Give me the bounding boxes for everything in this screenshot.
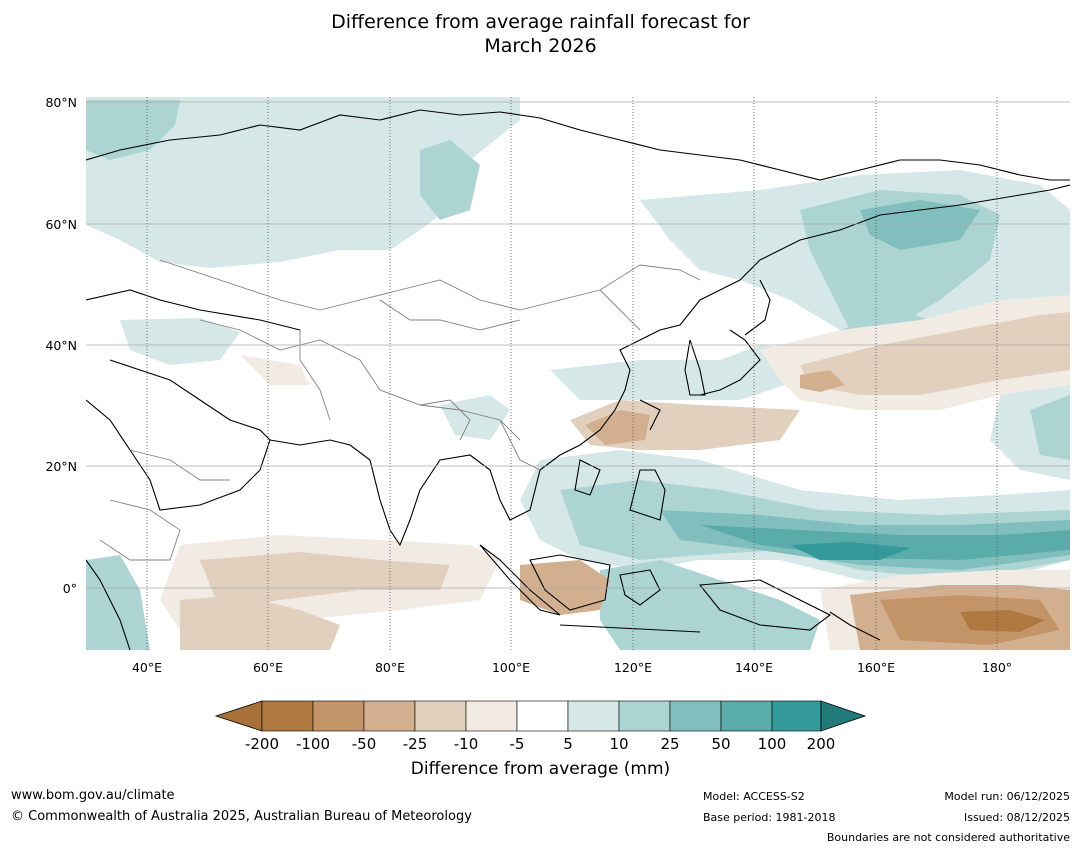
coastlines — [86, 109, 1070, 650]
lon-label: 40°E — [132, 660, 162, 675]
issued-date: Issued: 08/12/2025 — [963, 811, 1070, 824]
colorbar-segment — [261, 700, 314, 732]
model-name: Model: ACCESS-S2 — [703, 790, 805, 803]
graticule — [86, 97, 1070, 650]
lat-label: 60°N — [45, 217, 77, 232]
lon-label: 100°E — [492, 660, 530, 675]
colorbar-arrow-right — [820, 700, 867, 732]
dry-region-east-china-sea-strong — [585, 410, 650, 445]
wet-region-maritime-continent — [600, 560, 820, 650]
colorbar: -200 -100 -50 -25 -10 -5 5 10 25 50 100 … — [214, 700, 867, 753]
colorbar-segment — [669, 700, 722, 732]
lon-label: 180° — [982, 660, 1012, 675]
lon-label: 60°E — [253, 660, 283, 675]
colorbar-tick-label: -50 — [352, 735, 377, 753]
colorbar-tick-label: -100 — [296, 735, 330, 753]
wet-region-west-pacific-core — [790, 542, 910, 560]
latitude-labels: 80°N 60°N 40°N 20°N 0° — [45, 95, 77, 596]
dry-region-borneo — [520, 560, 610, 615]
wet-region-africa-south — [86, 555, 150, 650]
model-run-date: Model run: 06/12/2025 — [944, 790, 1070, 803]
lon-label: 160°E — [857, 660, 895, 675]
colorbar-segment — [363, 700, 416, 732]
colorbar-segment — [771, 700, 822, 732]
lon-label: 80°E — [375, 660, 405, 675]
colorbar-tick-label: 100 — [758, 735, 787, 753]
wet-region-pacific-north-mod — [1030, 395, 1070, 460]
dry-region-indian-ocean-mod — [200, 552, 450, 610]
website-link[interactable]: www.bom.gov.au/climate — [11, 788, 175, 803]
dry-region-indian-ocean-south — [180, 595, 340, 650]
wet-region-china-coast — [550, 345, 810, 400]
wet-region-west-pacific-heavy — [700, 525, 1070, 560]
colorbar-tick-label: 10 — [609, 735, 628, 753]
wet-region-central-asia — [120, 318, 240, 365]
colorbar-tick-label: 5 — [563, 735, 573, 753]
colorbar-tick-label: 200 — [807, 735, 836, 753]
map-title-line2: March 2026 — [484, 35, 597, 57]
lat-label: 0° — [63, 581, 77, 596]
copyright-text: © Commonwealth of Australia 2025, Austra… — [11, 809, 472, 824]
wet-region-arctic-west — [86, 97, 520, 268]
lat-label: 40°N — [45, 338, 77, 353]
rainfall-anomaly-layer — [86, 97, 1070, 650]
lat-label: 80°N — [45, 95, 77, 110]
dry-region-mid-pacific-mod — [800, 312, 1070, 395]
map-title: Difference from average rainfall forecas… — [0, 10, 1081, 58]
colorbar-tick-label: 25 — [660, 735, 679, 753]
colorbar-segment — [312, 700, 365, 732]
colorbar-segment — [720, 700, 773, 732]
dry-region-south-pacific-core — [960, 610, 1045, 632]
wet-region-siberia-mod — [420, 140, 480, 220]
colorbar-tick-label: 50 — [711, 735, 730, 753]
colorbar-tick-label: -25 — [403, 735, 428, 753]
lon-label: 140°E — [735, 660, 773, 675]
colorbar-tick-label: -200 — [245, 735, 279, 753]
wet-region-east-russia-strong — [860, 200, 980, 250]
colorbar-title: Difference from average (mm) — [410, 759, 671, 779]
lon-label: 120°E — [614, 660, 652, 675]
colorbar-segment — [618, 700, 671, 732]
dry-region-west-asia — [240, 355, 310, 385]
longitude-labels: 40°E 60°E 80°E 100°E 120°E 140°E 160°E 1… — [132, 660, 1012, 675]
colorbar-segment — [414, 700, 467, 732]
map-title-line1: Difference from average rainfall forecas… — [331, 11, 750, 33]
colorbar-segment — [465, 700, 518, 732]
colorbar-tick-label: -5 — [510, 735, 525, 753]
wet-region-tibet — [440, 395, 510, 440]
lat-label: 20°N — [45, 459, 77, 474]
base-period: Base period: 1981-2018 — [703, 811, 836, 824]
colorbar-segment — [516, 700, 569, 732]
colorbar-segment — [567, 700, 620, 732]
boundaries-disclaimer: Boundaries are not considered authoritat… — [826, 831, 1070, 844]
wet-region-arctic-west-mod — [86, 100, 180, 160]
dry-region-mid-pacific-strong — [800, 370, 845, 392]
country-borders — [99, 259, 701, 561]
colorbar-tick-label: -10 — [454, 735, 479, 753]
colorbar-arrow-left — [214, 700, 263, 732]
